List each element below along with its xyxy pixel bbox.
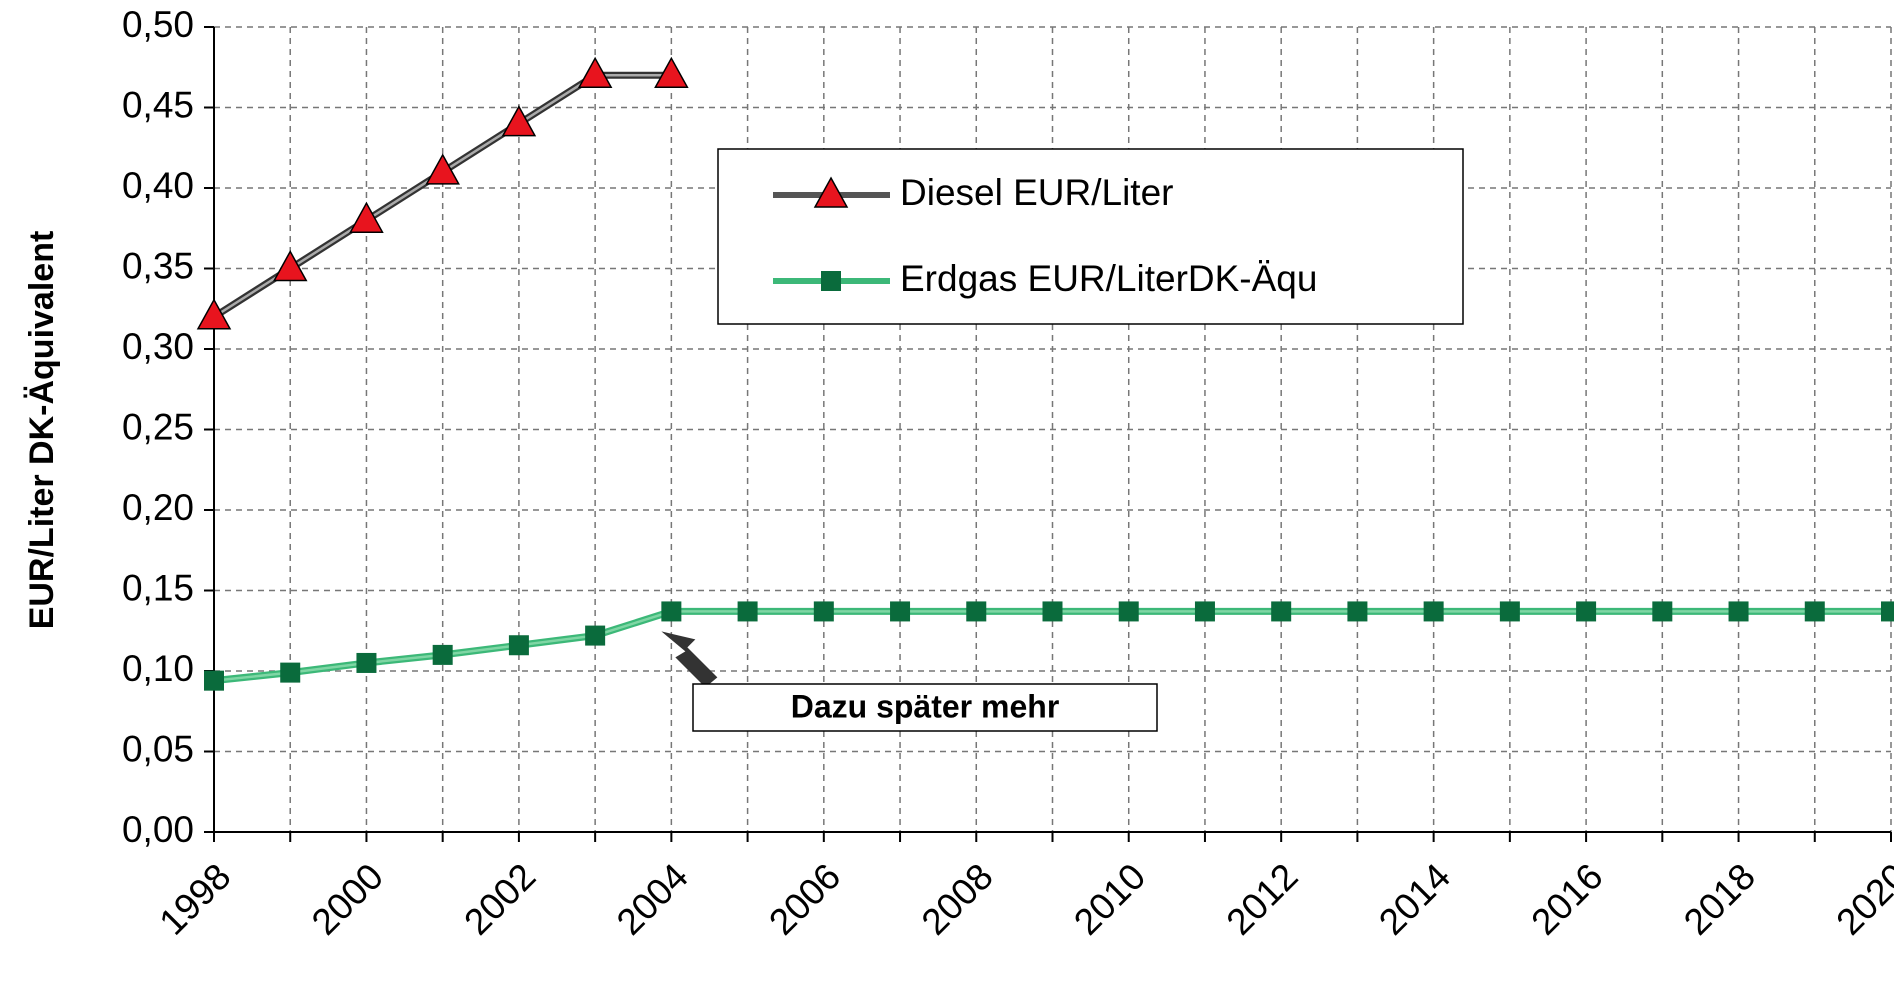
y-tick-label: 0,00 bbox=[122, 809, 194, 850]
marker bbox=[501, 105, 537, 137]
y-tick-label: 0,20 bbox=[122, 487, 194, 528]
marker bbox=[1804, 601, 1825, 622]
marker bbox=[1194, 601, 1215, 622]
marker bbox=[661, 601, 682, 622]
x-tick-label: 2014 bbox=[1371, 856, 1458, 943]
marker bbox=[204, 670, 224, 691]
marker bbox=[890, 601, 911, 622]
x-tick-label: 2004 bbox=[609, 856, 696, 943]
marker bbox=[1042, 601, 1063, 622]
annotation-text: Dazu später mehr bbox=[791, 688, 1060, 724]
marker bbox=[585, 625, 606, 646]
marker bbox=[1271, 601, 1292, 622]
marker bbox=[425, 153, 460, 185]
marker bbox=[654, 56, 689, 89]
marker bbox=[966, 601, 987, 622]
y-tick-label: 0,15 bbox=[122, 567, 194, 608]
marker bbox=[272, 249, 308, 282]
legend-label: Erdgas EUR/LiterDK-Äqu bbox=[900, 258, 1317, 299]
marker bbox=[356, 652, 377, 673]
marker bbox=[1576, 601, 1597, 622]
marker bbox=[813, 601, 834, 622]
marker bbox=[508, 635, 529, 656]
y-axis-label: EUR/Liter DK-Äquivalent bbox=[23, 231, 61, 630]
x-tick-label: 2006 bbox=[761, 856, 848, 943]
y-tick-label: 0,05 bbox=[122, 728, 194, 769]
y-tick-label: 0,30 bbox=[122, 326, 194, 367]
annotation-arrow bbox=[661, 631, 718, 688]
x-tick-label: 2020 bbox=[1828, 856, 1894, 943]
marker bbox=[349, 201, 384, 233]
x-tick-label: 1998 bbox=[151, 856, 238, 943]
marker bbox=[1347, 601, 1368, 622]
marker bbox=[432, 644, 453, 665]
marker bbox=[1499, 601, 1520, 622]
marker bbox=[813, 176, 849, 208]
marker bbox=[1423, 601, 1444, 622]
y-tick-label: 0,10 bbox=[122, 648, 194, 689]
x-tick-label: 2016 bbox=[1523, 856, 1610, 943]
y-tick-label: 0,25 bbox=[122, 406, 194, 447]
legend-box bbox=[717, 148, 1464, 325]
marker bbox=[1118, 601, 1139, 622]
y-tick-label: 0,50 bbox=[122, 4, 194, 45]
marker bbox=[1728, 601, 1749, 622]
marker bbox=[821, 271, 841, 291]
marker bbox=[577, 56, 613, 89]
y-tick-label: 0,40 bbox=[122, 165, 194, 206]
marker bbox=[1881, 601, 1894, 622]
x-tick-label: 2000 bbox=[304, 856, 391, 943]
marker bbox=[1652, 601, 1673, 622]
marker bbox=[196, 298, 232, 330]
x-tick-label: 2012 bbox=[1219, 856, 1306, 943]
x-tick-label: 2010 bbox=[1066, 856, 1153, 943]
marker bbox=[280, 662, 301, 683]
x-tick-label: 2002 bbox=[456, 856, 543, 943]
annotation-box bbox=[692, 683, 1158, 732]
y-tick-label: 0,35 bbox=[122, 245, 194, 286]
x-tick-label: 2008 bbox=[914, 856, 1001, 943]
legend-label: Diesel EUR/Liter bbox=[900, 172, 1173, 213]
x-tick-label: 2018 bbox=[1676, 856, 1763, 943]
marker bbox=[737, 601, 758, 622]
y-tick-label: 0,45 bbox=[122, 84, 194, 125]
